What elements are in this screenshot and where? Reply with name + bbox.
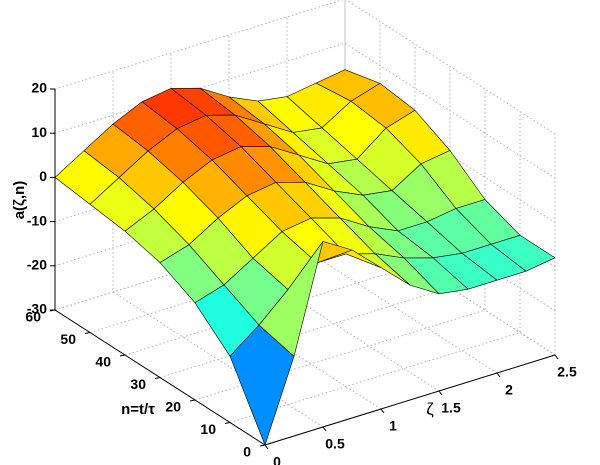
y-tick (84, 332, 91, 334)
z-tick-label: 10 (31, 124, 47, 140)
grid-line (54, 0, 556, 135)
x-axis-line (264, 354, 556, 446)
x-tick-label: 0 (273, 454, 281, 465)
y-tick-label: 20 (165, 399, 181, 415)
surface-facet (229, 324, 295, 446)
z-tick-label: -30 (27, 301, 47, 317)
x-tick-label: 1 (389, 418, 397, 434)
y-tick-label: 60 (25, 309, 41, 325)
x-tick-label: 2.5 (557, 364, 577, 380)
surface (54, 69, 556, 446)
y-tick-label: 30 (130, 376, 146, 392)
grid-line (89, 21, 381, 333)
x-tick-label: 1.5 (441, 400, 461, 416)
y-tick (189, 399, 196, 402)
y-tick-label: 50 (60, 331, 76, 347)
grid-line (229, 111, 521, 423)
axes-layer: 0 0.5 1 1.5 2 2.5 0 10 20 30 40 50 60-30 -20 -10 0 10 20 (25, 80, 577, 465)
z-tick-label: -10 (27, 212, 47, 228)
y-tick-label: 10 (200, 421, 216, 437)
z-tick-label: -20 (27, 257, 47, 273)
grid-line (54, 219, 556, 356)
y-tick (259, 444, 266, 447)
y-tick (224, 422, 231, 424)
z-axis-label: a(ζ,n) (11, 181, 28, 220)
y-axis-label: n=t/τ (121, 401, 155, 418)
grid-line (194, 89, 486, 401)
y-tick (119, 354, 126, 357)
y-tick (154, 377, 161, 379)
y-tick-label: 0 (243, 444, 251, 460)
x-tick (438, 390, 443, 396)
y-tick-label: 40 (95, 354, 111, 370)
x-tick (380, 408, 385, 414)
x-tick (554, 354, 559, 360)
x-tick (322, 426, 327, 432)
z-tick-label: 20 (31, 80, 47, 96)
x-tick (264, 444, 269, 450)
x-axis-label: ζ (426, 399, 434, 418)
x-tick-label: 2 (505, 382, 513, 398)
x-tick (496, 372, 501, 378)
z-tick-label: 0 (39, 168, 47, 184)
grid-line (286, 17, 498, 374)
x-tick-label: 0.5 (325, 436, 345, 452)
